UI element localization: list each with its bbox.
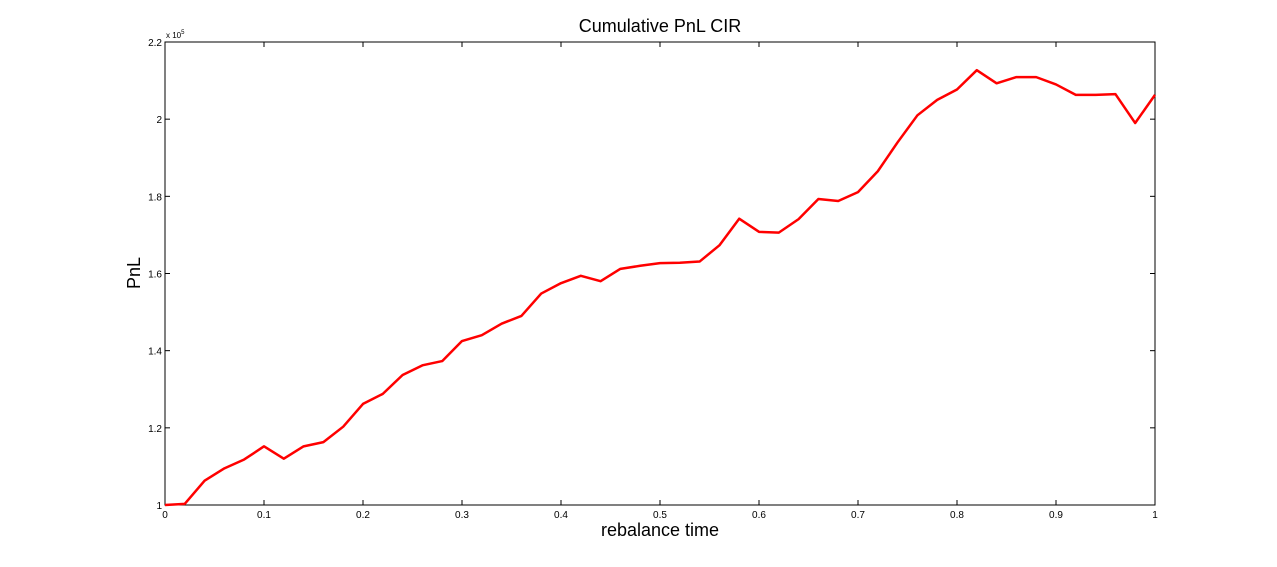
y-tick-label: 1.4 — [148, 347, 162, 358]
x-tick-label: 0.7 — [851, 510, 865, 521]
y-tick-label: 2 — [156, 115, 162, 126]
y-multiplier-base: x 10 — [166, 31, 182, 40]
x-tick-label: 0.6 — [752, 510, 766, 521]
y-axis-multiplier: x 105 — [166, 30, 185, 40]
x-tick-label: 0.5 — [653, 510, 667, 521]
plot-area — [164, 41, 1156, 506]
x-tick-label: 0.9 — [1049, 510, 1063, 521]
x-tick-label: 0.3 — [455, 510, 469, 521]
y-tick-label: 1.2 — [148, 424, 162, 435]
x-tick-label: 0.1 — [257, 510, 271, 521]
tick-layer: 0 0.1 0.2 0.3 0.4 0.5 0.6 0.7 0.8 0.9 1 1 1.2 1.4 1.6 1… — [148, 38, 1158, 521]
y-axis-label: PnL — [124, 257, 144, 289]
x-tick-label: 0 — [162, 510, 168, 521]
chart-title: Cumulative PnL CIR — [579, 16, 741, 36]
y-tick-label: 1 — [156, 501, 162, 512]
y-multiplier-exponent: 5 — [181, 30, 185, 36]
x-tick-label: 0.4 — [554, 510, 568, 521]
x-tick-label: 0.2 — [356, 510, 370, 521]
x-axis-label: rebalance time — [601, 520, 719, 540]
series-line — [164, 68, 1157, 507]
y-tick-label: 1.6 — [148, 270, 162, 281]
x-tick-label: 0.8 — [950, 510, 964, 521]
y-tick-label: 1.8 — [148, 192, 162, 203]
y-tick-label: 2.2 — [148, 38, 162, 49]
x-tick-label: 1 — [1152, 510, 1158, 521]
